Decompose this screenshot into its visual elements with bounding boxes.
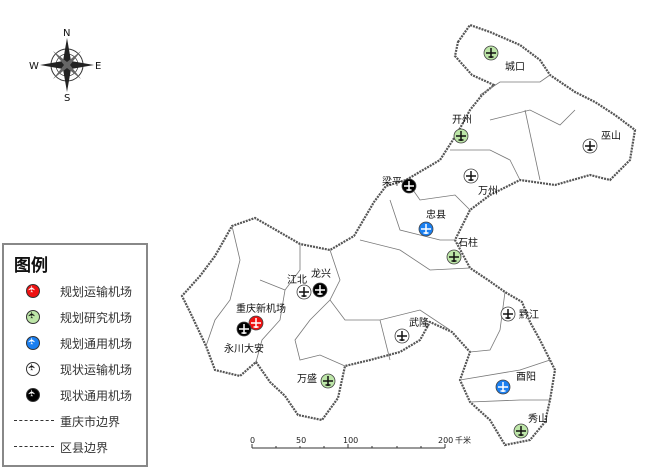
county-boundaries xyxy=(205,74,576,403)
legend-label: 规划运输机场 xyxy=(60,285,133,299)
airport-label: 开州 xyxy=(452,114,472,126)
airport-marker[interactable]: 酉阳 xyxy=(495,371,536,395)
airplane-icon xyxy=(516,426,526,436)
compass-s: S xyxy=(64,93,70,104)
airport-marker[interactable]: 巫山 xyxy=(582,130,621,154)
airport-marker[interactable]: 龙兴 xyxy=(311,267,331,298)
compass-e: E xyxy=(95,61,101,72)
legend-title: 图例 xyxy=(14,256,48,276)
legend-item: 现状通用机场 xyxy=(4,385,144,405)
legend-label: 现状通用机场 xyxy=(60,389,133,403)
airplane-icon xyxy=(299,287,309,297)
airport-marker[interactable]: 开州 xyxy=(452,114,472,144)
legend-item: 规划通用机场 xyxy=(4,333,144,353)
airport-label: 石柱 xyxy=(458,236,478,249)
airport-marker[interactable]: 梁平 xyxy=(382,175,417,194)
airport-marker[interactable]: 万盛 xyxy=(297,372,336,389)
airplane-icon xyxy=(315,285,325,295)
airplane-icon xyxy=(239,324,249,334)
airport-marker[interactable]: 江北 xyxy=(287,274,312,300)
legend-item: 规划研究机场 xyxy=(4,307,144,327)
airport-label: 酉阳 xyxy=(516,371,536,383)
airport-label: 重庆新机场 xyxy=(236,302,286,315)
compass-n: N xyxy=(63,28,70,39)
airport-marker[interactable]: 永川大安 xyxy=(224,321,264,355)
scale-bar: 0 50 100 200 千米 xyxy=(250,435,471,449)
airport-label: 巫山 xyxy=(601,130,621,142)
legend: 图例 规划运输机场规划研究机场规划通用机场现状运输机场现状通用机场重庆市边界区县… xyxy=(2,243,148,467)
airplane-icon xyxy=(26,388,40,402)
airport-label: 万盛 xyxy=(297,372,317,385)
airplane-icon xyxy=(404,181,414,191)
airplane-icon xyxy=(498,382,508,392)
boundary-line-symbol xyxy=(14,420,54,421)
scale-tick-label: 100 xyxy=(343,436,358,445)
airplane-icon xyxy=(585,141,595,151)
legend-label: 区县边界 xyxy=(60,441,109,455)
scale-tick-label: 50 xyxy=(296,436,306,445)
boundary-line-symbol xyxy=(14,446,54,447)
compass-w: W xyxy=(29,61,39,72)
airplane-icon xyxy=(26,310,40,324)
airport-marker[interactable]: 忠县 xyxy=(418,209,446,237)
airport-label: 秀山 xyxy=(528,413,548,425)
airplane-icon xyxy=(503,309,513,319)
airplane-icon xyxy=(397,331,407,341)
legend-item: 现状运输机场 xyxy=(4,359,144,379)
airport-label: 江北 xyxy=(287,274,307,286)
scale-tick-label: 200 xyxy=(438,436,453,445)
scale-tick-label: 0 xyxy=(250,436,255,445)
airport-label: 武隆 xyxy=(409,316,429,329)
airplane-icon xyxy=(486,48,496,58)
legend-item: 区县边界 xyxy=(4,437,144,457)
airport-label: 黔江 xyxy=(519,308,539,321)
airport-marker[interactable]: 秀山 xyxy=(513,413,548,439)
airplane-icon xyxy=(421,224,431,234)
airport-label: 永川大安 xyxy=(224,342,264,355)
legend-label: 现状运输机场 xyxy=(60,363,133,377)
airport-label: 梁平 xyxy=(382,175,402,188)
airplane-icon xyxy=(456,131,466,141)
legend-label: 重庆市边界 xyxy=(60,415,121,429)
airplane-icon xyxy=(26,336,40,350)
compass-rose: N S E W xyxy=(29,28,101,104)
airplane-icon xyxy=(26,284,40,298)
airplane-icon xyxy=(449,252,459,262)
airport-marker[interactable]: 石柱 xyxy=(446,236,478,265)
airplane-icon xyxy=(466,171,476,181)
chongqing-boundary xyxy=(180,23,637,447)
airplane-icon xyxy=(26,362,40,376)
airport-label: 万州 xyxy=(478,185,498,197)
airport-marker[interactable]: 黔江 xyxy=(500,306,539,322)
airport-marker[interactable]: 重庆新机场 xyxy=(236,302,286,331)
airport-marker[interactable]: 城口 xyxy=(483,45,525,73)
airport-label: 忠县 xyxy=(426,209,446,221)
legend-label: 规划通用机场 xyxy=(60,337,133,351)
legend-label: 规划研究机场 xyxy=(60,311,133,325)
airport-marker[interactable]: 万州 xyxy=(463,168,498,197)
scale-unit: 千米 xyxy=(455,435,471,445)
airport-marker[interactable]: 武隆 xyxy=(394,316,429,344)
airplane-icon xyxy=(323,376,333,386)
airport-label: 城口 xyxy=(505,61,525,73)
legend-item: 规划运输机场 xyxy=(4,281,144,301)
airport-label: 龙兴 xyxy=(311,267,331,280)
airplane-icon xyxy=(251,318,261,328)
legend-item: 重庆市边界 xyxy=(4,411,144,431)
